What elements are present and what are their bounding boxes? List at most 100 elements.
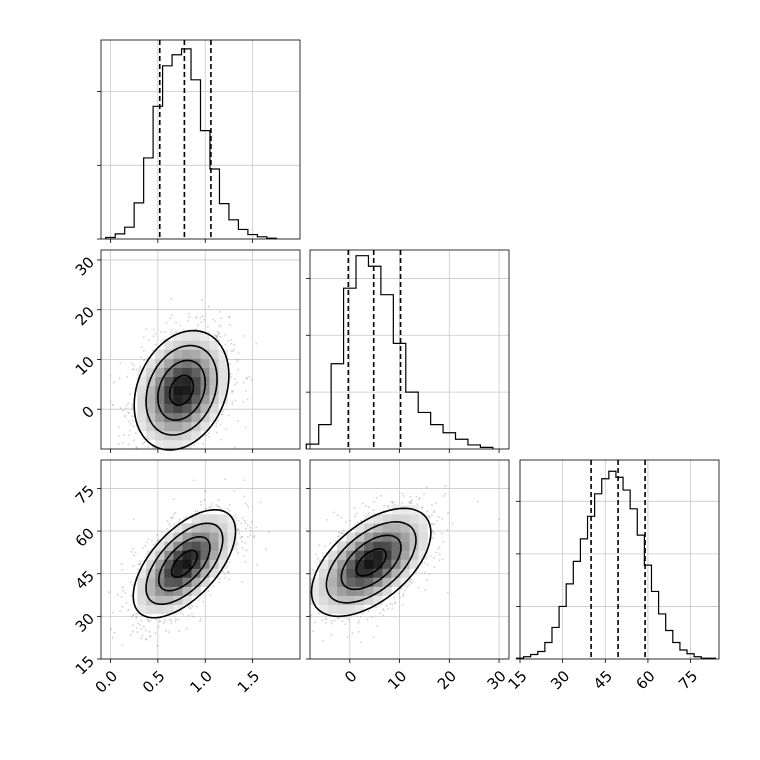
density-cell bbox=[173, 403, 183, 414]
scatter-point bbox=[120, 562, 123, 565]
density-cell bbox=[200, 568, 210, 578]
scatter-point bbox=[242, 555, 245, 557]
histogram-step bbox=[305, 255, 494, 449]
scatter-point bbox=[375, 606, 377, 609]
density-cell bbox=[200, 421, 210, 432]
scatter-point bbox=[159, 620, 161, 623]
scatter-point bbox=[213, 320, 216, 323]
scatter-point bbox=[433, 532, 436, 535]
scatter-point bbox=[341, 620, 344, 623]
scatter-point bbox=[498, 518, 500, 521]
scatter-point bbox=[145, 637, 148, 640]
scatter-point bbox=[157, 539, 160, 541]
density-cell bbox=[191, 577, 201, 587]
density-cell bbox=[182, 586, 192, 596]
scatter-point bbox=[162, 339, 165, 341]
scatter-point bbox=[236, 360, 239, 363]
scatter-point bbox=[429, 555, 432, 557]
scatter-point bbox=[156, 533, 159, 536]
scatter-point bbox=[441, 517, 444, 520]
density-cell bbox=[164, 340, 174, 350]
scatter-point bbox=[154, 332, 157, 335]
scatter-point bbox=[357, 621, 360, 624]
density-cell bbox=[200, 514, 210, 524]
density-cell bbox=[191, 349, 201, 359]
scatter-point bbox=[140, 628, 143, 631]
density-cell bbox=[173, 523, 183, 533]
scatter-point bbox=[255, 342, 258, 345]
scatter-point bbox=[399, 596, 401, 599]
scatter-point bbox=[230, 389, 233, 392]
scatter-point bbox=[321, 552, 324, 555]
scatter-point bbox=[203, 318, 205, 321]
scatter-point bbox=[234, 399, 237, 402]
scatter-point bbox=[253, 535, 256, 537]
scatter-point bbox=[215, 504, 218, 506]
scatter-point bbox=[360, 641, 362, 644]
scatter-point bbox=[131, 615, 134, 618]
scatter-point bbox=[149, 635, 152, 637]
scatter-point bbox=[166, 520, 169, 522]
scatter-point bbox=[215, 422, 218, 425]
scatter-point bbox=[162, 622, 165, 624]
scatter-point bbox=[255, 526, 258, 529]
density-cell bbox=[200, 412, 210, 423]
scatter-point bbox=[225, 428, 227, 430]
scatter-point bbox=[342, 532, 344, 535]
density-cell bbox=[209, 514, 219, 524]
scatter-point bbox=[171, 328, 173, 331]
scatter-point bbox=[218, 325, 221, 328]
scatter-point bbox=[359, 615, 362, 618]
scatter-point bbox=[142, 547, 144, 549]
scatter-point bbox=[421, 506, 423, 509]
scatter-point bbox=[317, 557, 319, 560]
scatter-point bbox=[217, 499, 220, 501]
scatter-point bbox=[130, 407, 133, 410]
scatter-point bbox=[441, 558, 444, 561]
density-cell bbox=[146, 568, 156, 578]
scatter-point bbox=[207, 432, 210, 434]
density-cell bbox=[209, 568, 219, 578]
scatter-point bbox=[197, 442, 200, 445]
density-cell bbox=[155, 586, 165, 596]
scatter-point bbox=[424, 589, 427, 591]
scatter-point bbox=[236, 528, 239, 531]
density-cell bbox=[182, 595, 192, 605]
scatter-point bbox=[321, 619, 324, 622]
scatter-point bbox=[188, 316, 190, 319]
scatter-point bbox=[249, 533, 252, 536]
density-cell bbox=[155, 604, 165, 614]
scatter-point bbox=[129, 581, 132, 584]
scatter-point bbox=[406, 586, 409, 589]
scatter-point bbox=[346, 617, 348, 620]
scatter-point bbox=[248, 376, 251, 378]
scatter-point bbox=[117, 443, 120, 446]
scatter-point bbox=[250, 520, 253, 523]
density-cell bbox=[137, 568, 147, 578]
scatter-point bbox=[437, 516, 440, 519]
scatter-point bbox=[230, 342, 233, 345]
scatter-point bbox=[401, 604, 404, 606]
scatter-point bbox=[173, 615, 176, 617]
scatter-point bbox=[426, 510, 429, 513]
scatter-point bbox=[119, 407, 122, 410]
density-cell bbox=[155, 367, 165, 377]
scatter-point bbox=[230, 376, 232, 379]
scatter-point bbox=[338, 531, 341, 534]
density-cell bbox=[146, 385, 156, 395]
scatter-point bbox=[226, 571, 229, 573]
scatter-point bbox=[204, 489, 207, 492]
density-cell bbox=[146, 577, 156, 587]
density-cell bbox=[182, 550, 192, 560]
density-cell bbox=[164, 440, 174, 450]
scatter-point bbox=[249, 526, 252, 529]
density-cell bbox=[218, 376, 228, 386]
scatter-point bbox=[245, 527, 247, 530]
scatter-point bbox=[133, 439, 136, 442]
scatter-point bbox=[338, 535, 340, 537]
scatter-point bbox=[353, 506, 356, 509]
density-cell bbox=[164, 559, 174, 569]
scatter-point bbox=[138, 563, 140, 565]
scatter-point bbox=[243, 495, 246, 498]
